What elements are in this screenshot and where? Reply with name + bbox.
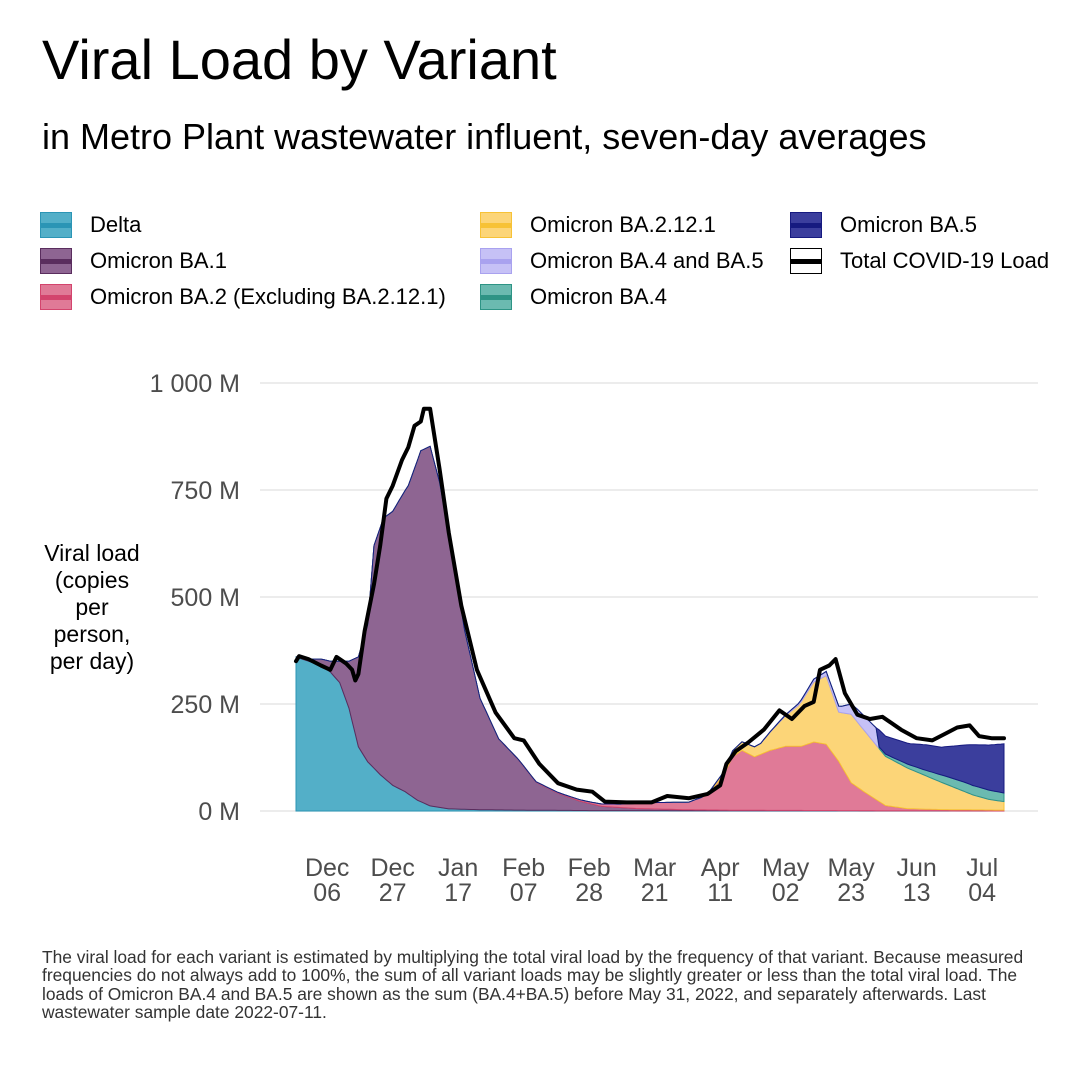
x-tick-label-line: 21 [641, 879, 669, 907]
legend-label: Omicron BA.5 [840, 212, 977, 237]
legend-label: Omicron BA.4 [530, 284, 667, 309]
y-axis-label-line: person, [53, 620, 131, 647]
x-tick-label-line: 07 [510, 879, 538, 907]
legend-key-omicron-ba4-ba5 [480, 248, 512, 274]
legend-item-omicron-ba4[interactable]: Omicron BA.4 [480, 282, 667, 312]
x-tick-label-line: 06 [313, 879, 341, 907]
line-total-covid-19-load [294, 406, 1006, 805]
x-tick-label: Dec 27 [370, 854, 414, 907]
legend-label: Omicron BA.2 (Excluding BA.2.12.1) [90, 284, 446, 309]
x-tick-label: May 23 [828, 854, 876, 907]
x-tick-label-line: Apr [701, 854, 740, 882]
x-tick-label-line: 02 [772, 879, 800, 907]
x-tick-label: Jul 04 [966, 854, 998, 907]
x-tick-label: Mar 21 [633, 854, 676, 907]
legend-item-omicron-ba2121[interactable]: Omicron BA.2.12.1 [480, 210, 716, 240]
y-tick-label: 250 M [171, 691, 240, 719]
legend-item-omicron-ba4-ba5[interactable]: Omicron BA.4 and BA.5 [480, 246, 764, 276]
x-tick-label: Jun 13 [897, 854, 937, 907]
x-tick-label-line: 17 [444, 879, 472, 907]
y-axis-label-line: per [75, 593, 109, 620]
legend-key-omicron-ba4 [480, 284, 512, 310]
legend: Delta Omicron BA.1 Omicron BA.2 (Excludi… [40, 205, 1080, 325]
x-tick-label-line: 13 [903, 879, 931, 907]
x-tick-label-line: Dec [370, 854, 414, 882]
x-tick-label-line: Jun [897, 854, 937, 882]
legend-key-total-load [790, 248, 822, 274]
y-tick-label: 1 000 M [150, 370, 240, 398]
x-tick-label: May 02 [762, 854, 810, 907]
legend-label: Total COVID-19 Load [840, 248, 1050, 273]
legend-key-delta [40, 212, 72, 238]
caption: The viral load for each variant is estim… [42, 947, 1024, 1022]
chart-subtitle: in Metro Plant wastewater influent, seve… [42, 116, 927, 157]
x-tick-label-line: 04 [968, 879, 996, 907]
legend-label: Delta [90, 212, 142, 237]
y-tick-label: 0 M [198, 798, 240, 826]
x-tick-label: Feb 07 [502, 854, 545, 907]
legend-label: Omicron BA.4 and BA.5 [530, 248, 764, 273]
legend-item-delta[interactable]: Delta [40, 210, 141, 240]
x-tick-label: Feb 28 [568, 854, 611, 907]
x-tick-label: Jan 17 [438, 854, 478, 907]
x-tick-label-line: May [762, 854, 810, 882]
x-tick-label-line: 28 [575, 879, 603, 907]
y-tick-label: 750 M [171, 477, 240, 505]
x-tick-label-line: 23 [837, 879, 865, 907]
x-tick-label-line: May [828, 854, 876, 882]
x-tick-label-line: 11 [707, 879, 733, 907]
y-tick-label: 500 M [171, 584, 240, 612]
x-tick-label-line: 27 [379, 879, 407, 907]
y-axis-label-line: Viral load [44, 540, 140, 566]
legend-key-omicron-ba5 [790, 212, 822, 238]
x-tick-label-line: Feb [568, 854, 611, 882]
legend-label: Omicron BA.2.12.1 [530, 212, 716, 237]
x-tick-label-line: Feb [502, 854, 545, 882]
y-axis-ticks: 0 M 250 M 500 M 750 M 1 000 M [150, 370, 240, 826]
x-tick-label: Dec 06 [305, 854, 349, 907]
legend-key-omicron-ba2121 [480, 212, 512, 238]
x-tick-label-line: Dec [305, 854, 349, 882]
legend-item-omicron-ba1[interactable]: Omicron BA.1 [40, 246, 227, 276]
total-load-line [294, 406, 1006, 805]
legend-key-omicron-ba1 [40, 248, 72, 274]
y-axis-label-line: per day) [49, 647, 135, 674]
x-tick-label-line: Jan [438, 854, 478, 882]
x-tick-label-line: Jul [966, 854, 998, 882]
x-tick-label-line: Mar [633, 854, 676, 882]
legend-label: Omicron BA.1 [90, 248, 227, 273]
y-axis-label-line: (copies [54, 566, 130, 593]
legend-item-omicron-ba5[interactable]: Omicron BA.5 [790, 210, 977, 240]
area-omicron-ba-5 [295, 445, 1005, 805]
legend-key-omicron-ba2 [40, 284, 72, 310]
x-tick-label: Apr 11 [701, 854, 740, 907]
legend-item-omicron-ba2[interactable]: Omicron BA.2 (Excluding BA.2.12.1) [40, 282, 446, 312]
chart-title: Viral Load by Variant [42, 28, 557, 91]
y-axis-label: Viral load (copies per person, per day) [30, 540, 154, 675]
stacked-areas [295, 445, 1005, 812]
legend-item-total-load[interactable]: Total COVID-19 Load [790, 246, 1049, 276]
